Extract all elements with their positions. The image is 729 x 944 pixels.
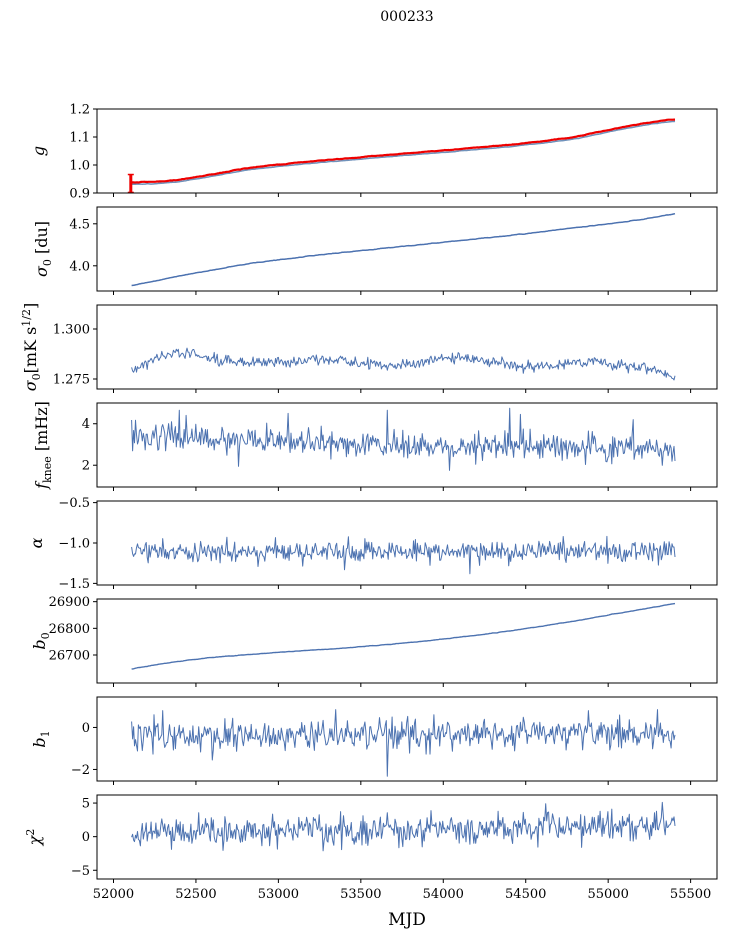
y-tick-label: −1.0: [58, 537, 90, 552]
y-axis-label-sigma0-mK: σ0[mK s1/2]: [20, 303, 43, 392]
series-line-fknee-0: [131, 407, 676, 471]
y-tick-label: −2: [71, 763, 90, 778]
panel-frame: [96, 598, 718, 684]
panel-fknee: 2 4 fknee [mHz]: [32, 401, 718, 491]
y-tick-label: 4: [82, 417, 90, 432]
x-tick-label: 52500: [175, 887, 216, 902]
y-tick-label: 1.300: [53, 323, 90, 338]
panel-frame: [96, 500, 718, 586]
series-line-b0-0: [131, 602, 676, 670]
y-tick-label: −5: [71, 864, 90, 879]
y-tick-label: 2: [82, 459, 90, 474]
panel-frame: [96, 402, 718, 488]
series-line-chi2-0: [131, 801, 676, 852]
panel-g: 0.9 1.0 1.1 1.2 g: [29, 103, 718, 202]
x-tick-label: 54500: [505, 887, 546, 902]
x-tick-label: 53000: [258, 887, 299, 902]
y-tick-label: 0: [82, 830, 90, 845]
y-tick-label: 26900: [49, 595, 90, 610]
x-tick-label: 54000: [423, 887, 464, 902]
x-tick-label: 55500: [670, 887, 711, 902]
series-line-sigma0-mK-0: [131, 347, 676, 381]
panel-sigma0-du: 4.0 4.5 σ0 [du]: [32, 206, 718, 295]
y-tick-label: −0.5: [58, 496, 90, 511]
y-tick-label: 4.5: [69, 217, 90, 232]
y-tick-label: 5: [82, 797, 90, 812]
panel-frame: [96, 696, 718, 782]
x-tick-label: 53500: [340, 887, 381, 902]
y-tick-label: 1.2: [69, 103, 90, 118]
series-line-sigma0-du-0: [131, 212, 676, 287]
panel-frame: [96, 206, 718, 292]
y-tick-label: 26800: [49, 622, 90, 637]
y-axis-label-sigma0-du: σ0 [du]: [32, 221, 54, 277]
panel-b0: 26700 26800 26900 b0: [30, 595, 718, 687]
x-axis-label: MJD: [388, 910, 426, 930]
series-line-g-0: [131, 120, 676, 186]
y-tick-label: 1.275: [53, 373, 90, 388]
y-axis-label-b0: b0: [30, 632, 52, 649]
y-tick-label: 0.9: [69, 187, 90, 202]
y-axis-label-alpha: α: [27, 537, 46, 548]
y-axis-label-fknee: fknee [mHz]: [32, 401, 54, 490]
y-tick-label: 1.1: [69, 131, 90, 146]
series-line-alpha-0: [131, 535, 676, 575]
series-line-b1-0: [131, 709, 676, 777]
x-tick-label: 52000: [93, 887, 134, 902]
y-tick-label: 0: [82, 721, 90, 736]
y-axis-label-b1: b1: [30, 730, 52, 747]
panel-frame: [96, 108, 718, 194]
y-axis-label-g: g: [29, 146, 48, 156]
y-axis-label-chi2: χ2: [24, 829, 44, 847]
y-tick-label: 1.0: [69, 159, 90, 174]
y-tick-label: 26700: [49, 649, 90, 664]
panel-b1: 0 −2 b1: [30, 696, 718, 785]
panel-sigma0-mK: 1.275 1.300 σ0[mK s1/2]: [20, 303, 718, 393]
panel-alpha: −0.5 −1.0 −1.5 α: [27, 496, 718, 592]
figure-title: 000233: [380, 9, 434, 25]
y-tick-label: 4.0: [69, 259, 90, 274]
series-line-g-1: [131, 118, 676, 184]
panel-frame: [96, 304, 718, 390]
y-tick-label: −1.5: [58, 577, 90, 592]
x-tick-label: 55000: [587, 887, 628, 902]
